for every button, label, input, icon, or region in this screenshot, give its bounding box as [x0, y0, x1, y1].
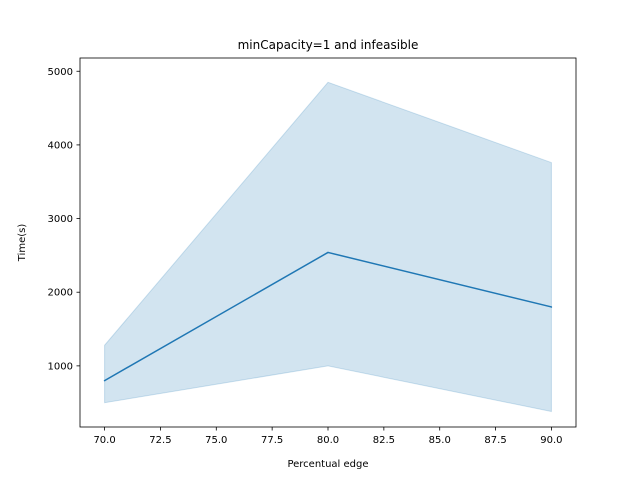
x-tick-label: 85.0 [429, 435, 451, 446]
x-axis-label: Percentual edge [287, 459, 368, 470]
x-tick-label: 72.5 [149, 435, 171, 446]
x-axis: 70.0 72.5 75.0 77.5 80.0 82.5 85.0 87.5 90.0 [93, 427, 563, 446]
chart-title: minCapacity=1 and infeasible [238, 38, 419, 52]
y-tick-label: 2000 [48, 288, 73, 299]
x-tick-label: 80.0 [317, 435, 339, 446]
data-point [103, 379, 106, 382]
x-tick-label: 82.5 [373, 435, 395, 446]
y-tick-label: 4000 [48, 140, 73, 151]
x-tick-label: 77.5 [261, 435, 283, 446]
x-tick-label: 90.0 [540, 435, 562, 446]
y-tick-label: 3000 [48, 214, 73, 225]
x-tick-label: 87.5 [484, 435, 506, 446]
x-tick-label: 70.0 [93, 435, 115, 446]
data-point [550, 306, 553, 308]
data-point [327, 251, 329, 254]
x-tick-label: 75.0 [205, 435, 227, 446]
plot-area [103, 81, 553, 413]
y-tick-label: 5000 [48, 67, 73, 78]
y-tick-label: 1000 [48, 361, 73, 372]
y-axis-label: Time(s) [17, 224, 28, 263]
y-axis: 1000 2000 3000 4000 5000 [48, 67, 80, 372]
confidence-band [104, 81, 552, 413]
